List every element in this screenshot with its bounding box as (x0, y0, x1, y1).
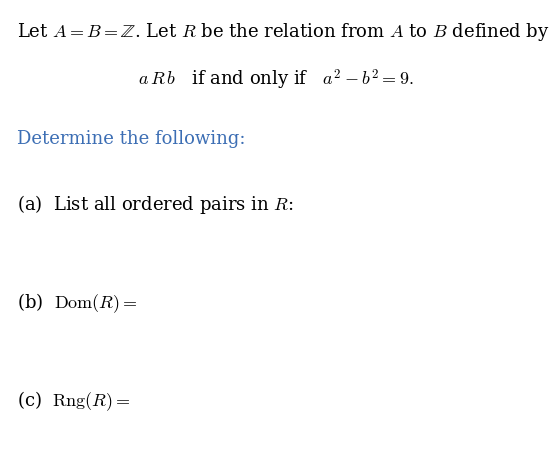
Text: (b)  $\mathrm{Dom}(R) = $: (b) $\mathrm{Dom}(R) = $ (17, 291, 137, 315)
Text: (c)  $\mathrm{Rng}(R) = $: (c) $\mathrm{Rng}(R) = $ (17, 389, 131, 413)
Text: Let $A = B = \mathbb{Z}$. Let $R$ be the relation from $A$ to $B$ defined by: Let $A = B = \mathbb{Z}$. Let $R$ be the… (17, 21, 549, 43)
Text: Determine the following:: Determine the following: (17, 130, 245, 149)
Text: (a)  List all ordered pairs in $R$:: (a) List all ordered pairs in $R$: (17, 193, 293, 216)
Text: $a\,R\,b$   if and only if   $a^2 - b^2 = 9.$: $a\,R\,b$ if and only if $a^2 - b^2 = 9.… (138, 68, 413, 92)
